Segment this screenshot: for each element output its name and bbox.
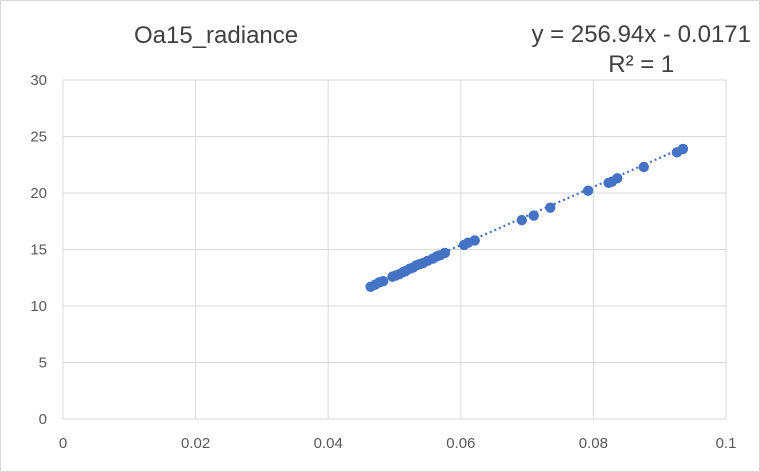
data-point: [545, 202, 556, 213]
x-tick-label: 0: [59, 435, 67, 452]
data-point: [612, 173, 623, 184]
data-point: [516, 214, 527, 226]
y-tick-label: 30: [30, 72, 47, 89]
x-tick-label: 0.06: [446, 435, 475, 452]
data-point: [378, 275, 389, 287]
y-tick-label: 20: [30, 185, 47, 202]
y-tick-label: 25: [30, 129, 47, 146]
data-point: [677, 143, 689, 155]
x-tick-label: 0.08: [579, 435, 608, 452]
data-point: [439, 247, 451, 259]
data-point: [582, 185, 594, 196]
chart-title: Oa15_radiance: [134, 22, 299, 49]
trendline-label: y = 256.94x - 0.0171 R² = 1: [532, 20, 752, 80]
data-point: [638, 161, 649, 173]
x-tick-label: 0.04: [314, 435, 343, 452]
y-tick-label: 10: [30, 298, 47, 315]
y-tick-label: 0: [39, 411, 47, 428]
x-tick-label: 0.1: [716, 435, 737, 452]
data-point: [469, 235, 480, 246]
y-tick-label: 5: [39, 355, 47, 372]
x-tick-label: 0.02: [181, 435, 210, 452]
data-point: [528, 210, 539, 221]
trendline-equation: y = 256.94x - 0.0171: [531, 21, 752, 48]
trendline-r2: R² = 1: [608, 51, 675, 78]
y-tick-label: 15: [30, 242, 47, 259]
